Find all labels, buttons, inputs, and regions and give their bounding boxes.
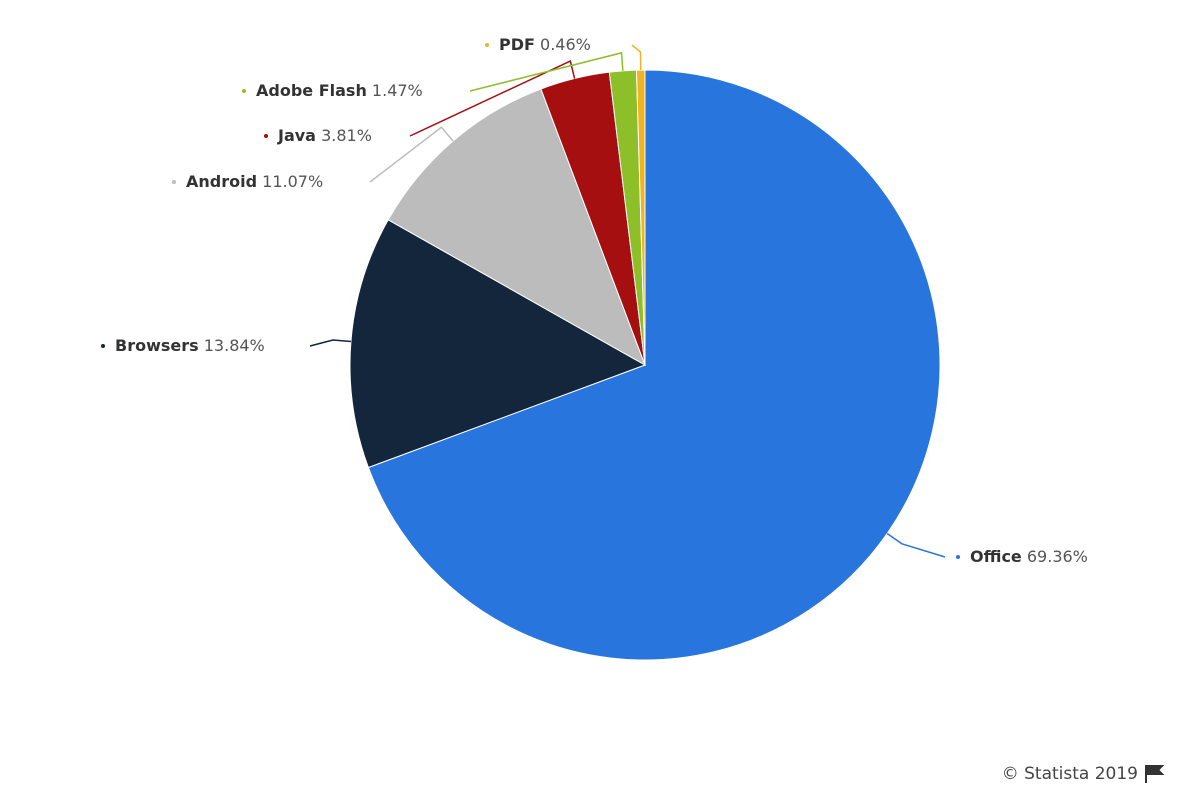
legend-dot: [485, 43, 489, 47]
pie-slice: [349, 219, 647, 469]
flag-icon: [1145, 765, 1165, 783]
legend-dot: [242, 89, 246, 93]
value-label: 13.84%: [204, 336, 265, 355]
category-name: PDF: [499, 35, 535, 54]
category-name: Android: [186, 172, 257, 191]
credit: © Statista 2019: [1002, 764, 1138, 784]
leader-line: [631, 44, 642, 71]
data-label: Office 69.36%: [970, 547, 1088, 566]
value-label: 0.46%: [540, 35, 591, 54]
data-label: Browsers 13.84%: [115, 336, 265, 355]
leader-line: [409, 59, 576, 137]
category-name: Adobe Flash: [256, 81, 367, 100]
legend-dot: [172, 180, 176, 184]
value-label: 1.47%: [372, 81, 423, 100]
category-name: Office: [970, 547, 1022, 566]
pie-slice: [387, 88, 646, 367]
data-label: Java 3.81%: [277, 126, 372, 145]
legend-dot: [264, 134, 268, 138]
value-label: 69.36%: [1027, 547, 1088, 566]
legend-dot: [101, 344, 105, 348]
leader-line: [886, 532, 946, 558]
pie-slice: [635, 69, 646, 366]
leader-line: [369, 126, 454, 183]
data-label: Adobe Flash 1.47%: [256, 81, 423, 100]
data-label: PDF 0.46%: [499, 35, 591, 54]
category-name: Java: [277, 126, 316, 145]
data-label: Android 11.07%: [186, 172, 323, 191]
leader-line: [309, 339, 352, 347]
leader-line: [469, 51, 624, 92]
legend-dot: [956, 555, 960, 559]
category-name: Browsers: [115, 336, 199, 355]
value-label: 3.81%: [321, 126, 372, 145]
value-label: 11.07%: [262, 172, 323, 191]
